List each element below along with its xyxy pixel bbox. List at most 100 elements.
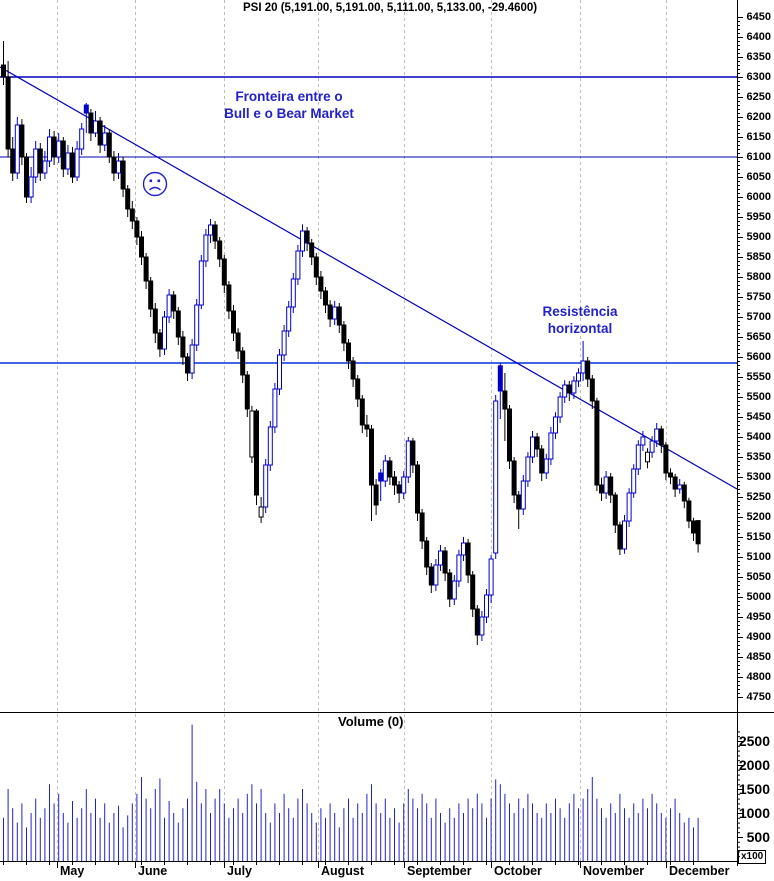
candle-body — [42, 160, 48, 174]
candle-body — [162, 316, 167, 350]
price-axis-label: 5850 — [746, 251, 771, 263]
candle-body — [571, 380, 577, 394]
candle-body — [33, 148, 39, 178]
candle-body — [622, 520, 627, 550]
candle-body — [226, 284, 232, 312]
candle-body — [286, 306, 292, 332]
candle-body — [290, 278, 296, 308]
candle-body — [672, 476, 678, 490]
candle-body — [631, 468, 637, 494]
candle-body — [272, 388, 278, 428]
candle-body — [47, 136, 52, 162]
candle-body — [336, 306, 342, 326]
price-axis-label: 6300 — [746, 71, 771, 83]
candle-body — [451, 580, 457, 600]
month-label: September — [407, 864, 472, 878]
price-axis-label: 6050 — [746, 171, 771, 183]
candle-body — [695, 520, 701, 545]
candle-body — [157, 332, 163, 350]
candle-body — [410, 440, 416, 466]
candle-body — [14, 124, 20, 174]
annotation-resistance-line1: Resistência — [542, 304, 618, 319]
price-axis-label: 5400 — [746, 431, 771, 443]
candle-body — [594, 400, 600, 486]
candle-body — [387, 460, 393, 478]
price-axis-label: 5000 — [746, 591, 771, 603]
volume-axis-label: 1500 — [738, 781, 770, 797]
candle-body — [635, 444, 641, 470]
candle-body — [686, 500, 692, 522]
sad-face-icon — [142, 171, 168, 197]
price-axis-label: 5450 — [746, 411, 771, 423]
price-axis-label: 5300 — [746, 471, 771, 483]
volume-axis-label: 500 — [746, 829, 770, 845]
candle-body — [493, 400, 499, 554]
candle-body — [681, 484, 687, 502]
candle-body — [617, 524, 623, 550]
candle-body — [56, 140, 62, 158]
candle-body — [470, 574, 476, 610]
candle-body — [589, 378, 595, 402]
candle-body — [401, 476, 407, 494]
candle-body — [350, 360, 356, 380]
month-label: July — [227, 864, 253, 878]
price-axis-label: 5200 — [746, 511, 771, 523]
candle-body — [300, 230, 305, 252]
annotation-frontier: Fronteira entre o Bull e o Bear Market — [224, 88, 354, 122]
candle-body — [212, 224, 218, 242]
candle-body — [70, 152, 75, 178]
candle-body — [97, 120, 103, 146]
candle-body — [497, 365, 503, 392]
candle-body — [447, 572, 453, 600]
candle-body — [507, 408, 512, 462]
candle-body — [433, 564, 439, 586]
candle-body — [327, 304, 333, 320]
price-axis-label: 5650 — [746, 331, 771, 343]
price-axis-label: 5900 — [746, 231, 771, 243]
candle-body — [465, 542, 471, 576]
candle-body — [102, 132, 108, 146]
price-axis-label: 5250 — [746, 491, 771, 503]
candle-body — [235, 332, 241, 352]
candle-body — [203, 234, 209, 262]
candle-body — [438, 550, 443, 566]
price-axis-label: 4900 — [746, 631, 771, 643]
candle-body — [231, 310, 236, 334]
candle-body — [548, 432, 554, 460]
candle-body — [576, 372, 581, 382]
price-axis-label: 5600 — [746, 351, 771, 363]
candle-body — [60, 140, 66, 170]
candle-body — [111, 156, 117, 174]
candle-body — [396, 484, 402, 494]
candle-body — [208, 224, 213, 236]
candle-body — [139, 236, 144, 258]
candle-body — [424, 540, 430, 568]
candle-body — [83, 104, 89, 114]
candle-body — [608, 476, 614, 496]
volume-axis-label: 2500 — [738, 733, 770, 749]
candle-body — [382, 460, 388, 482]
candle-body — [267, 426, 273, 466]
candle-body — [249, 410, 255, 458]
price-axis-label: 4950 — [746, 611, 771, 623]
candle-body — [691, 520, 696, 534]
candle-body — [143, 256, 149, 282]
candle-body — [125, 188, 131, 210]
candle-body — [626, 492, 632, 522]
candle-body — [263, 464, 269, 508]
candle-body — [79, 128, 85, 150]
month-label: May — [60, 864, 85, 878]
candle-body — [341, 324, 347, 344]
candle-body — [419, 512, 425, 542]
candle-body — [309, 242, 315, 258]
candle-body — [658, 428, 664, 446]
candle-body — [24, 156, 29, 198]
candle-body — [525, 456, 531, 482]
price-axis-label: 4850 — [746, 651, 771, 663]
candle-body — [562, 384, 568, 398]
candle-body — [134, 220, 140, 238]
candle-body — [346, 342, 351, 362]
candle-body — [534, 436, 540, 450]
candle-body — [599, 484, 604, 494]
